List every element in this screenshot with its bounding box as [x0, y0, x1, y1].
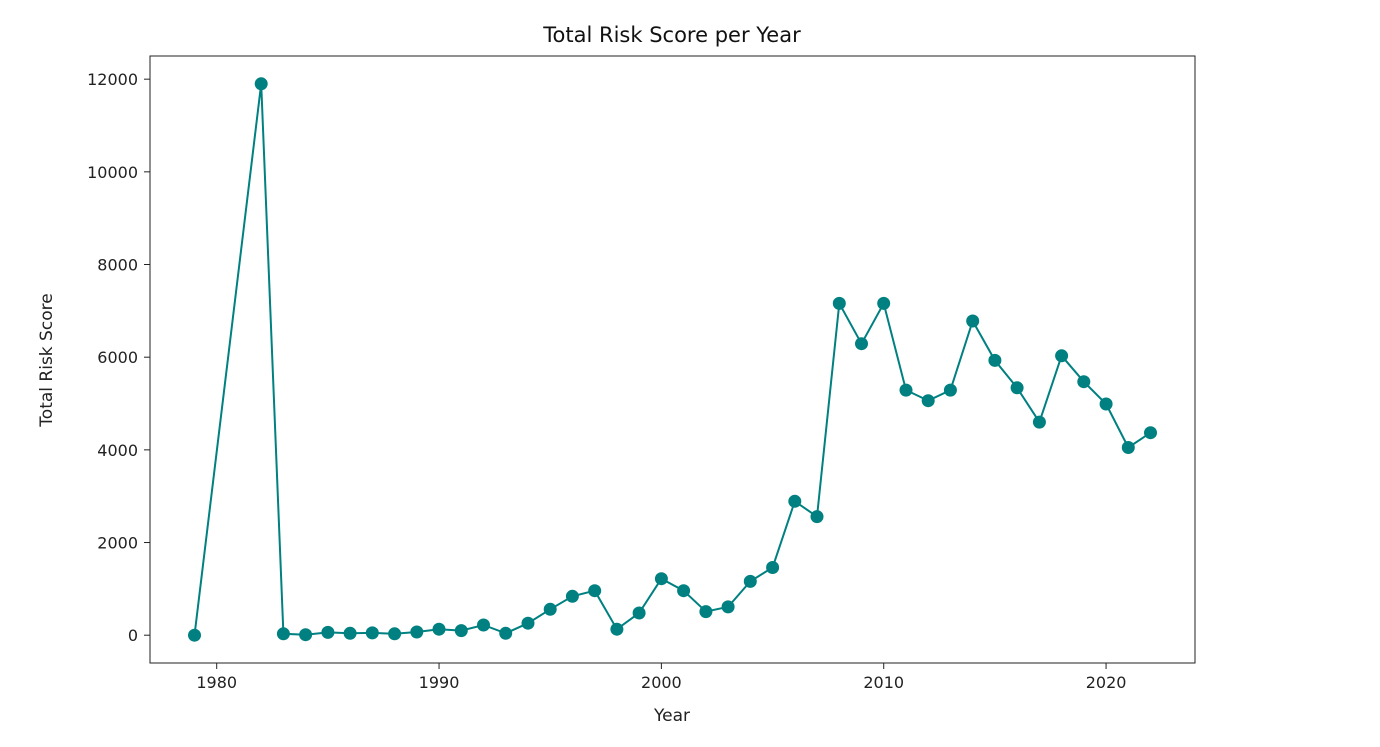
x-tick-label: 1990 [419, 673, 460, 692]
x-axis: 1980 1990 2000 2010 2020 [196, 663, 1126, 692]
data-point [1055, 349, 1069, 363]
data-point [766, 561, 780, 574]
data-point [477, 618, 490, 632]
data-point [788, 494, 802, 508]
data-point [877, 296, 891, 310]
y-axis: 0 2000 4000 6000 8000 10000 12000 [87, 70, 150, 645]
data-point [1099, 397, 1113, 411]
data-point [565, 589, 579, 603]
y-tick-label: 6000 [97, 348, 138, 367]
data-point [632, 606, 646, 620]
data-point [921, 394, 935, 408]
data-point [588, 584, 602, 598]
x-tick-label: 2000 [641, 673, 682, 692]
data-point [410, 625, 424, 639]
y-tick-label: 2000 [97, 534, 138, 553]
y-tick-label: 12000 [87, 70, 138, 89]
chart-title: Total Risk Score per Year [542, 23, 801, 47]
x-tick-label: 2020 [1086, 673, 1127, 692]
data-point [521, 616, 535, 630]
data-point [388, 627, 402, 641]
plot-frame [149, 55, 1196, 664]
data-point [832, 296, 846, 310]
plot-area [149, 55, 1196, 664]
y-tick-label: 4000 [97, 441, 138, 460]
series-layer [188, 77, 1157, 642]
data-point [543, 602, 557, 616]
data-point [855, 337, 868, 351]
data-point [432, 622, 446, 636]
data-point [276, 627, 290, 641]
data-point [188, 628, 201, 642]
x-axis-label: Year [653, 706, 690, 726]
series-line [193, 83, 1152, 636]
y-axis-label: Total Risk Score [37, 293, 57, 427]
data-point [966, 314, 980, 328]
data-point [899, 383, 913, 397]
data-point [454, 624, 468, 638]
data-point [654, 572, 668, 586]
data-point [343, 626, 357, 640]
data-point [365, 626, 379, 640]
data-point [1121, 441, 1135, 454]
data-point [677, 584, 691, 598]
data-point [321, 625, 335, 639]
data-point [988, 353, 1002, 367]
data-point [943, 383, 957, 397]
data-point [499, 626, 513, 640]
y-tick-label: 0 [128, 626, 138, 645]
x-tick-label: 2010 [863, 673, 904, 692]
data-point [699, 605, 713, 619]
data-point [610, 622, 624, 636]
data-point [810, 510, 824, 524]
data-point [299, 628, 313, 642]
data-point [1144, 426, 1157, 440]
data-point [1032, 415, 1046, 429]
data-point [1077, 375, 1091, 389]
y-tick-label: 10000 [87, 163, 138, 182]
data-point [743, 574, 757, 588]
y-tick-label: 8000 [97, 256, 138, 275]
data-point [254, 77, 268, 91]
data-point [721, 600, 735, 614]
x-tick-label: 1980 [196, 673, 237, 692]
data-point [1010, 381, 1024, 395]
